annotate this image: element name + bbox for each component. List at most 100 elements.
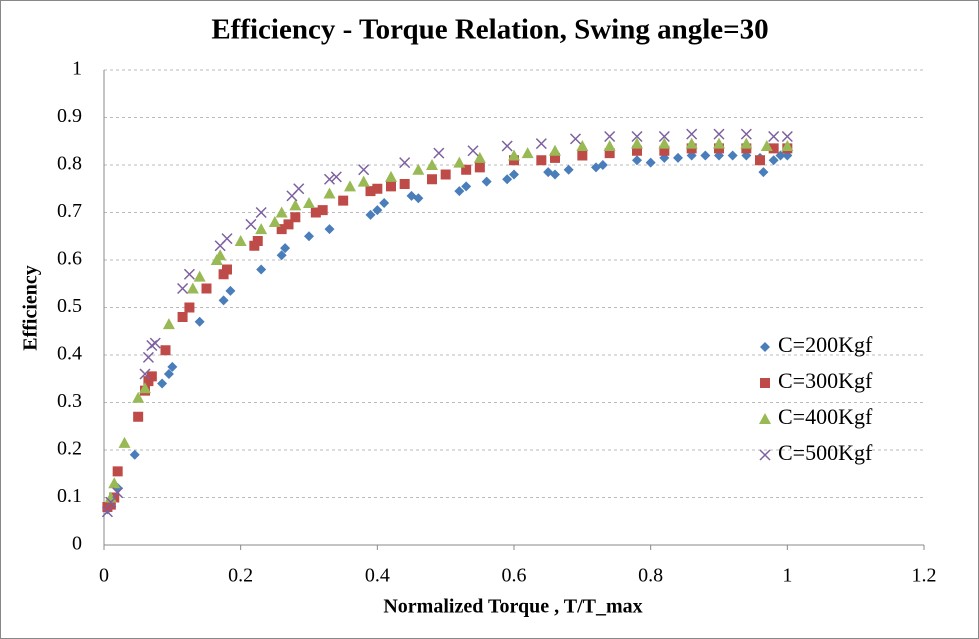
point (604, 148, 615, 159)
x-tick-label: 0.4 (365, 565, 390, 587)
point (201, 283, 212, 294)
point (344, 180, 356, 192)
x-tick-label: 0.2 (228, 565, 253, 587)
point (108, 477, 121, 489)
point (379, 198, 390, 208)
point (177, 282, 189, 295)
point (163, 369, 174, 379)
point (139, 382, 151, 394)
point (461, 164, 472, 175)
point (473, 151, 486, 163)
point (399, 179, 410, 189)
point (768, 143, 779, 154)
point (700, 150, 711, 161)
point (727, 150, 738, 161)
point (372, 183, 383, 194)
point (412, 163, 425, 175)
point (645, 157, 656, 168)
point (509, 169, 519, 180)
point (338, 195, 349, 206)
point (685, 137, 698, 149)
point (467, 145, 479, 157)
legend-marker (760, 378, 770, 388)
point (214, 249, 227, 261)
point (535, 138, 547, 150)
y-axis-label: Efficiency (20, 265, 42, 351)
point (112, 487, 124, 499)
point (146, 371, 157, 382)
point (576, 140, 589, 151)
y-tick-label: 0.1 (57, 485, 82, 507)
x-tick-label: 0 (99, 565, 109, 587)
point (481, 176, 492, 187)
point (105, 499, 116, 510)
point (536, 155, 547, 166)
y-tick-label: 0.8 (57, 153, 82, 175)
point (385, 170, 397, 182)
point (427, 174, 437, 185)
point (193, 270, 206, 282)
point (658, 137, 671, 149)
point (304, 231, 314, 242)
point (740, 137, 753, 149)
chart-title: Efficiency - Torque Relation, Swing angl… (211, 14, 768, 46)
point (713, 128, 725, 140)
point (399, 157, 411, 169)
point (508, 149, 520, 161)
point (755, 155, 765, 166)
point (631, 130, 643, 143)
point (357, 175, 370, 187)
point (105, 496, 117, 508)
x-tick-label: 0.6 (502, 565, 527, 587)
point (118, 436, 131, 448)
y-tick-label: 0.9 (57, 105, 82, 127)
point (632, 145, 642, 156)
point (139, 368, 151, 380)
point (276, 224, 287, 235)
point (454, 186, 465, 197)
point (280, 243, 291, 254)
point (183, 268, 195, 280)
point (603, 140, 616, 151)
x-tick-label: 0.8 (638, 565, 663, 587)
point (234, 235, 247, 246)
point (453, 156, 466, 168)
point (521, 147, 534, 159)
point (256, 264, 267, 275)
y-tick-label: 0.7 (57, 200, 82, 222)
y-tick-label: 0.5 (57, 295, 82, 317)
point (293, 183, 305, 195)
point (563, 164, 574, 175)
point (275, 206, 288, 218)
point (184, 302, 195, 313)
point (133, 411, 144, 422)
legend-marker (760, 342, 770, 352)
point (659, 145, 670, 156)
point (186, 282, 199, 294)
legend-marker (759, 413, 771, 424)
y-tick-label: 0.2 (57, 438, 82, 460)
x-axis-label: Normalized Torque , T/T_max (383, 596, 642, 618)
point (550, 152, 560, 163)
point (604, 130, 616, 143)
point (112, 466, 123, 477)
legend-label: C=300Kgf (778, 368, 873, 393)
point (132, 391, 145, 403)
point (768, 130, 780, 143)
point (713, 137, 725, 149)
point (413, 193, 424, 204)
point (365, 209, 376, 220)
point (323, 187, 336, 199)
point (426, 159, 438, 170)
point (686, 128, 698, 140)
point (252, 236, 263, 246)
point (502, 174, 513, 185)
point (255, 223, 268, 235)
point (461, 181, 472, 192)
y-tick-label: 0.3 (57, 390, 82, 412)
point (781, 140, 794, 151)
y-tick-label: 0 (72, 533, 82, 555)
point (276, 250, 287, 261)
